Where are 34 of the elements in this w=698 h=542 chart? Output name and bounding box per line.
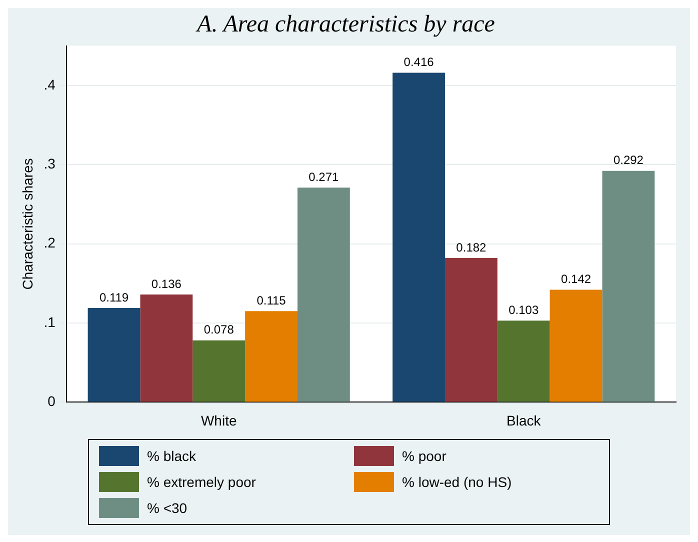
bar	[140, 294, 193, 402]
x-tick-label: White	[200, 412, 237, 428]
data-label: 0.292	[613, 153, 644, 168]
bar	[245, 311, 298, 402]
data-label: 0.078	[204, 322, 234, 337]
data-label: 0.115	[256, 293, 286, 308]
data-label: 0.416	[404, 55, 434, 70]
y-tick-label: 0	[48, 393, 56, 410]
data-label: 0.103	[508, 302, 539, 317]
legend-label: % low-ed (no HS)	[402, 474, 512, 490]
legend-label: % <30	[147, 500, 188, 516]
bar	[192, 340, 246, 402]
data-label: 0.136	[151, 276, 182, 291]
bar	[444, 258, 498, 402]
legend-label: % extremely poor	[147, 474, 256, 490]
bar	[88, 308, 140, 402]
bar	[550, 290, 602, 402]
bar	[497, 320, 550, 402]
y-tick-label: .4	[44, 76, 56, 92]
y-tick-label: .2	[44, 234, 56, 251]
y-tick-label: .3	[44, 155, 56, 172]
data-label: 0.119	[99, 290, 129, 304]
legend-label: % black	[147, 448, 196, 464]
y-axis-title: Characteristic shares	[19, 158, 36, 290]
data-label: 0.182	[456, 240, 487, 254]
bar	[297, 188, 350, 402]
data-label: 0.271	[308, 170, 340, 184]
data-label: 0.142	[561, 272, 592, 286]
bar	[392, 72, 445, 402]
chart-title: A. Area characteristics by race	[195, 12, 496, 38]
bar	[602, 170, 655, 402]
legend-label: % poor	[402, 448, 446, 464]
x-tick-label: Black	[506, 412, 542, 428]
y-tick-label: .1	[44, 314, 56, 330]
